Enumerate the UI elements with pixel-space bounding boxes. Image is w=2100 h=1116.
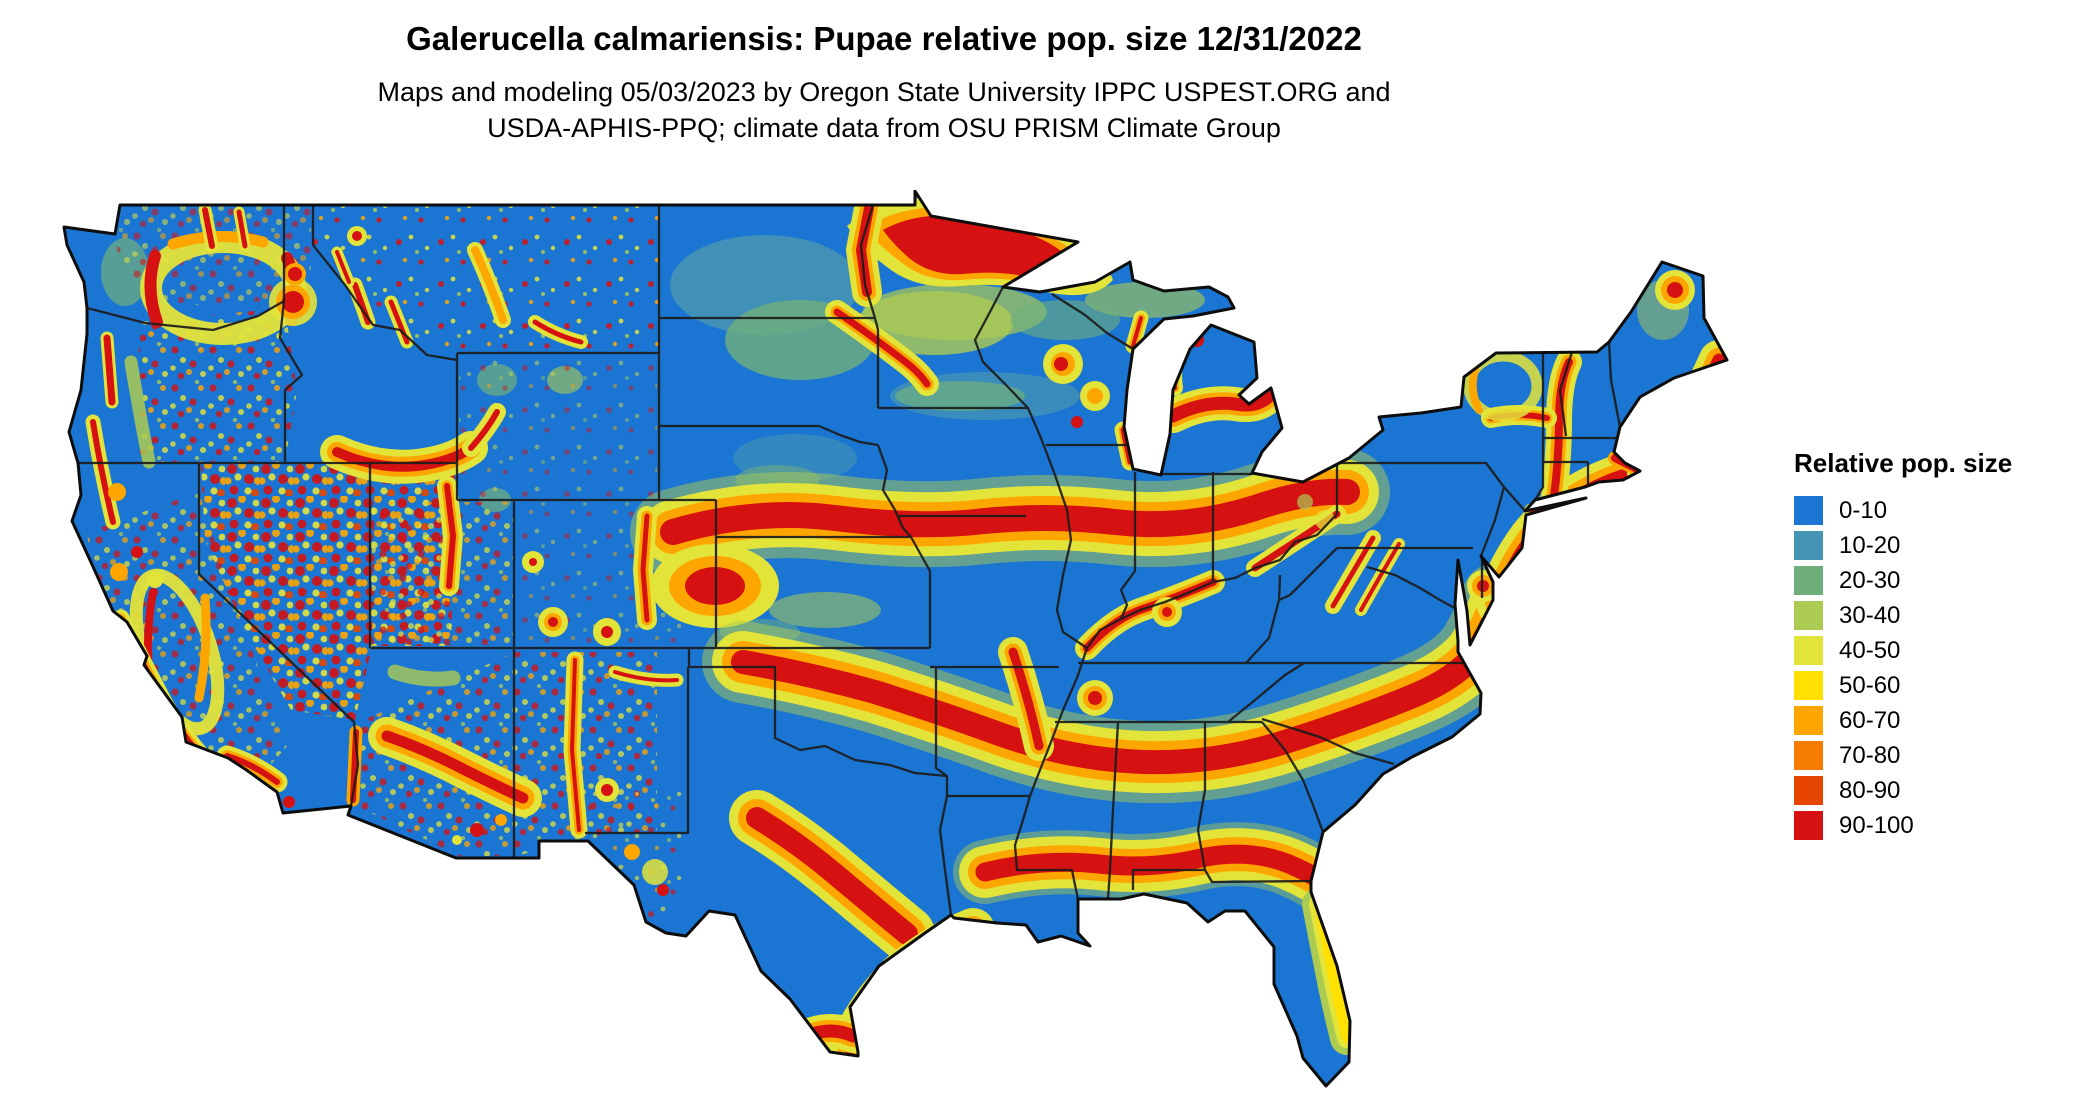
southern-band bbox=[702, 561, 1542, 804]
map-raster bbox=[64, 191, 1727, 1086]
legend-item-90-100: 90-100 bbox=[1794, 808, 2012, 843]
legend-label: 50-60 bbox=[1839, 671, 1901, 699]
legend-swatch bbox=[1794, 706, 1823, 735]
legend-item-40-50: 40-50 bbox=[1794, 633, 2012, 668]
legend-item-80-90: 80-90 bbox=[1794, 773, 2012, 808]
map-subtitle-line1: Maps and modeling 05/03/2023 by Oregon S… bbox=[377, 77, 1391, 107]
legend-label: 30-40 bbox=[1839, 601, 1901, 629]
legend-label: 60-70 bbox=[1839, 706, 1901, 734]
legend-item-20-30: 20-30 bbox=[1794, 563, 2012, 598]
legend-label: 20-30 bbox=[1839, 566, 1901, 594]
legend-swatch bbox=[1794, 496, 1823, 525]
us-outline bbox=[62, 190, 1729, 1088]
legend-title: Relative pop. size bbox=[1794, 448, 2013, 478]
legend-items: 0-10 10-20 20-30 30-40 40-50 50-60 60-70 70-80 8… bbox=[1794, 493, 2012, 843]
legend-item-30-40: 30-40 bbox=[1794, 598, 2012, 633]
us-population-map bbox=[55, 190, 1755, 1110]
legend-swatch bbox=[1794, 636, 1823, 665]
legend-swatch bbox=[1794, 741, 1823, 770]
legend-label: 90-100 bbox=[1839, 811, 1914, 839]
legend-swatch bbox=[1794, 671, 1823, 700]
cornbelt-band bbox=[630, 379, 1390, 660]
legend-label: 40-50 bbox=[1839, 636, 1901, 664]
legend-swatch bbox=[1794, 601, 1823, 630]
map-title: Galerucella calmariensis: Pupae relative… bbox=[406, 20, 1362, 57]
state-borders bbox=[78, 204, 1622, 916]
gulf-band bbox=[953, 822, 1371, 924]
legend-swatch bbox=[1794, 566, 1823, 595]
legend-label: 80-90 bbox=[1839, 776, 1901, 804]
legend-swatch bbox=[1794, 811, 1823, 840]
legend-label: 0-10 bbox=[1839, 496, 1888, 524]
title-block: Galerucella calmariensis: Pupae relative… bbox=[0, 20, 1768, 146]
legend-item-70-80: 70-80 bbox=[1794, 738, 2012, 773]
legend: Relative pop. size 0-10 10-20 20-30 30-40 40… bbox=[1794, 448, 2012, 843]
legend-item-10-20: 10-20 bbox=[1794, 528, 2012, 563]
legend-swatch bbox=[1794, 531, 1823, 560]
legend-item-60-70: 60-70 bbox=[1794, 703, 2012, 738]
legend-label: 10-20 bbox=[1839, 531, 1901, 559]
map-subtitle-line2: USDA-APHIS-PPQ; climate data from OSU PR… bbox=[487, 113, 1281, 143]
legend-label: 70-80 bbox=[1839, 741, 1901, 769]
legend-item-0-10: 0-10 bbox=[1794, 493, 2012, 528]
legend-item-50-60: 50-60 bbox=[1794, 668, 2012, 703]
legend-swatch bbox=[1794, 776, 1823, 805]
